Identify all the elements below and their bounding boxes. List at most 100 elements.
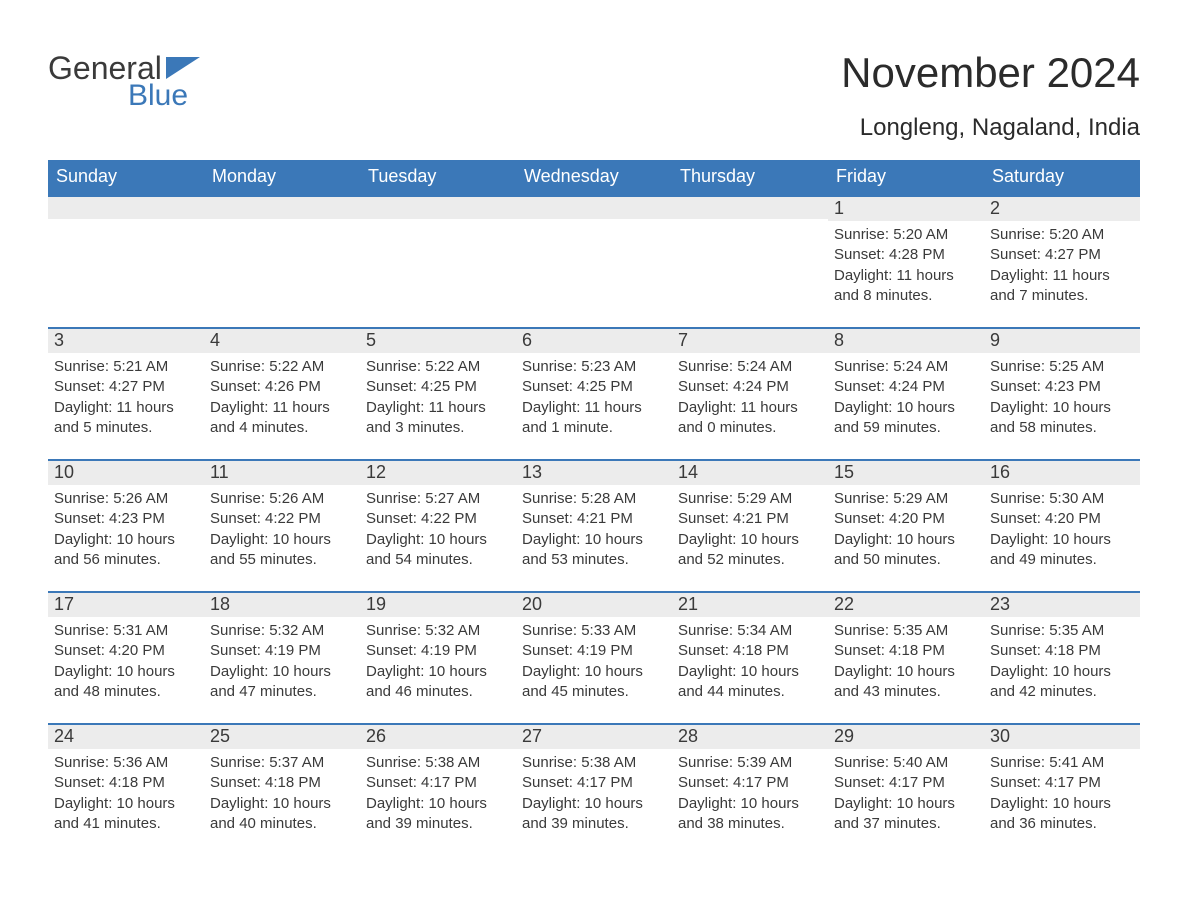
day-number: 13 <box>516 459 672 485</box>
day-details: Sunrise: 5:23 AMSunset: 4:25 PMDaylight:… <box>516 353 672 438</box>
day-details: Sunrise: 5:25 AMSunset: 4:23 PMDaylight:… <box>984 353 1140 438</box>
day-details: Sunrise: 5:31 AMSunset: 4:20 PMDaylight:… <box>48 617 204 702</box>
day-number: 5 <box>360 327 516 353</box>
dow-friday: Friday <box>828 160 984 195</box>
sunset-line: Sunset: 4:18 PM <box>678 641 822 661</box>
day-number: 28 <box>672 723 828 749</box>
dow-thursday: Thursday <box>672 160 828 195</box>
daylight-line: Daylight: 10 hours and 39 minutes. <box>522 794 666 835</box>
sunset-line: Sunset: 4:25 PM <box>522 377 666 397</box>
day-cell: 25Sunrise: 5:37 AMSunset: 4:18 PMDayligh… <box>204 723 360 855</box>
sunrise-line: Sunrise: 5:32 AM <box>366 621 510 641</box>
empty-day-bar <box>48 195 204 219</box>
sunset-line: Sunset: 4:17 PM <box>834 773 978 793</box>
day-number: 8 <box>828 327 984 353</box>
sunrise-line: Sunrise: 5:27 AM <box>366 489 510 509</box>
day-cell: 13Sunrise: 5:28 AMSunset: 4:21 PMDayligh… <box>516 459 672 591</box>
sunset-line: Sunset: 4:23 PM <box>54 509 198 529</box>
day-number: 22 <box>828 591 984 617</box>
day-cell: 18Sunrise: 5:32 AMSunset: 4:19 PMDayligh… <box>204 591 360 723</box>
day-details: Sunrise: 5:39 AMSunset: 4:17 PMDaylight:… <box>672 749 828 834</box>
day-cell: 6Sunrise: 5:23 AMSunset: 4:25 PMDaylight… <box>516 327 672 459</box>
day-cell: 1Sunrise: 5:20 AMSunset: 4:28 PMDaylight… <box>828 195 984 327</box>
sunset-line: Sunset: 4:17 PM <box>678 773 822 793</box>
day-cell: 8Sunrise: 5:24 AMSunset: 4:24 PMDaylight… <box>828 327 984 459</box>
sunset-line: Sunset: 4:17 PM <box>522 773 666 793</box>
day-details: Sunrise: 5:29 AMSunset: 4:20 PMDaylight:… <box>828 485 984 570</box>
daylight-line: Daylight: 11 hours and 3 minutes. <box>366 398 510 439</box>
daylight-line: Daylight: 10 hours and 37 minutes. <box>834 794 978 835</box>
daylight-line: Daylight: 11 hours and 7 minutes. <box>990 266 1134 307</box>
sunset-line: Sunset: 4:17 PM <box>366 773 510 793</box>
day-cell: 12Sunrise: 5:27 AMSunset: 4:22 PMDayligh… <box>360 459 516 591</box>
day-cell: 23Sunrise: 5:35 AMSunset: 4:18 PMDayligh… <box>984 591 1140 723</box>
day-of-week-row: Sunday Monday Tuesday Wednesday Thursday… <box>48 160 1140 195</box>
dow-saturday: Saturday <box>984 160 1140 195</box>
daylight-line: Daylight: 10 hours and 55 minutes. <box>210 530 354 571</box>
daylight-line: Daylight: 10 hours and 48 minutes. <box>54 662 198 703</box>
day-number: 16 <box>984 459 1140 485</box>
sunset-line: Sunset: 4:27 PM <box>990 245 1134 265</box>
day-cell: 14Sunrise: 5:29 AMSunset: 4:21 PMDayligh… <box>672 459 828 591</box>
day-details: Sunrise: 5:32 AMSunset: 4:19 PMDaylight:… <box>204 617 360 702</box>
week-row: 1Sunrise: 5:20 AMSunset: 4:28 PMDaylight… <box>48 195 1140 327</box>
sunrise-line: Sunrise: 5:31 AM <box>54 621 198 641</box>
day-cell: 20Sunrise: 5:33 AMSunset: 4:19 PMDayligh… <box>516 591 672 723</box>
sunrise-line: Sunrise: 5:28 AM <box>522 489 666 509</box>
day-details: Sunrise: 5:24 AMSunset: 4:24 PMDaylight:… <box>672 353 828 438</box>
day-number: 14 <box>672 459 828 485</box>
sunrise-line: Sunrise: 5:30 AM <box>990 489 1134 509</box>
sunrise-line: Sunrise: 5:22 AM <box>366 357 510 377</box>
day-cell: 7Sunrise: 5:24 AMSunset: 4:24 PMDaylight… <box>672 327 828 459</box>
sunrise-line: Sunrise: 5:32 AM <box>210 621 354 641</box>
day-details: Sunrise: 5:30 AMSunset: 4:20 PMDaylight:… <box>984 485 1140 570</box>
day-number: 24 <box>48 723 204 749</box>
daylight-line: Daylight: 10 hours and 58 minutes. <box>990 398 1134 439</box>
daylight-line: Daylight: 10 hours and 36 minutes. <box>990 794 1134 835</box>
day-cell: 17Sunrise: 5:31 AMSunset: 4:20 PMDayligh… <box>48 591 204 723</box>
day-cell: 4Sunrise: 5:22 AMSunset: 4:26 PMDaylight… <box>204 327 360 459</box>
day-details: Sunrise: 5:26 AMSunset: 4:23 PMDaylight:… <box>48 485 204 570</box>
day-details: Sunrise: 5:24 AMSunset: 4:24 PMDaylight:… <box>828 353 984 438</box>
empty-day-bar <box>360 195 516 219</box>
dow-wednesday: Wednesday <box>516 160 672 195</box>
daylight-line: Daylight: 10 hours and 42 minutes. <box>990 662 1134 703</box>
day-number: 17 <box>48 591 204 617</box>
sunrise-line: Sunrise: 5:35 AM <box>990 621 1134 641</box>
day-number: 29 <box>828 723 984 749</box>
sunrise-line: Sunrise: 5:36 AM <box>54 753 198 773</box>
day-number: 19 <box>360 591 516 617</box>
daylight-line: Daylight: 11 hours and 5 minutes. <box>54 398 198 439</box>
day-number: 15 <box>828 459 984 485</box>
sunrise-line: Sunrise: 5:25 AM <box>990 357 1134 377</box>
day-details: Sunrise: 5:29 AMSunset: 4:21 PMDaylight:… <box>672 485 828 570</box>
daylight-line: Daylight: 10 hours and 38 minutes. <box>678 794 822 835</box>
sunrise-line: Sunrise: 5:24 AM <box>834 357 978 377</box>
day-details: Sunrise: 5:22 AMSunset: 4:26 PMDaylight:… <box>204 353 360 438</box>
day-details: Sunrise: 5:38 AMSunset: 4:17 PMDaylight:… <box>360 749 516 834</box>
month-title: November 2024 <box>841 50 1140 96</box>
day-number: 2 <box>984 195 1140 221</box>
sunrise-line: Sunrise: 5:39 AM <box>678 753 822 773</box>
day-cell: 30Sunrise: 5:41 AMSunset: 4:17 PMDayligh… <box>984 723 1140 855</box>
day-number: 12 <box>360 459 516 485</box>
sunset-line: Sunset: 4:26 PM <box>210 377 354 397</box>
day-number: 20 <box>516 591 672 617</box>
day-cell: 26Sunrise: 5:38 AMSunset: 4:17 PMDayligh… <box>360 723 516 855</box>
sunset-line: Sunset: 4:25 PM <box>366 377 510 397</box>
header-row: General Blue November 2024 Longleng, Nag… <box>48 50 1140 142</box>
sunset-line: Sunset: 4:19 PM <box>366 641 510 661</box>
sunrise-line: Sunrise: 5:37 AM <box>210 753 354 773</box>
day-cell: 24Sunrise: 5:36 AMSunset: 4:18 PMDayligh… <box>48 723 204 855</box>
sunset-line: Sunset: 4:28 PM <box>834 245 978 265</box>
sunrise-line: Sunrise: 5:38 AM <box>522 753 666 773</box>
sunrise-line: Sunrise: 5:40 AM <box>834 753 978 773</box>
day-number: 7 <box>672 327 828 353</box>
day-cell: 22Sunrise: 5:35 AMSunset: 4:18 PMDayligh… <box>828 591 984 723</box>
day-details: Sunrise: 5:41 AMSunset: 4:17 PMDaylight:… <box>984 749 1140 834</box>
calendar-page: General Blue November 2024 Longleng, Nag… <box>0 0 1188 895</box>
daylight-line: Daylight: 10 hours and 53 minutes. <box>522 530 666 571</box>
sunset-line: Sunset: 4:18 PM <box>834 641 978 661</box>
sunset-line: Sunset: 4:24 PM <box>678 377 822 397</box>
sunrise-line: Sunrise: 5:22 AM <box>210 357 354 377</box>
